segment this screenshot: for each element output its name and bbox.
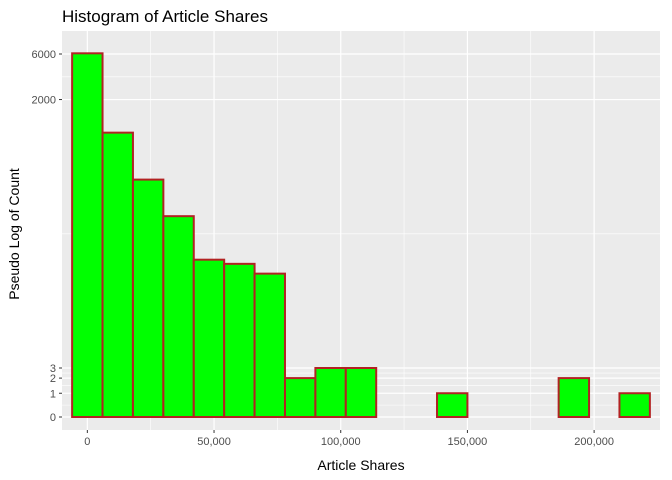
histogram-bar xyxy=(162,215,195,418)
x-tick-label: 150,000 xyxy=(448,436,488,448)
x-axis-ticks: 0 50,000 100,000 150,000 200,000 xyxy=(84,430,614,448)
x-tick-label: 50,000 xyxy=(197,436,231,448)
x-tick-label: 100,000 xyxy=(321,436,361,448)
y-tick-label: 1 xyxy=(50,388,56,400)
y-tick-label: 0 xyxy=(50,412,56,424)
x-axis-title: Article Shares xyxy=(317,457,404,473)
histogram-bar xyxy=(314,367,347,418)
y-axis-title: Pseudo Log of Count xyxy=(6,168,22,300)
histogram-bar xyxy=(223,262,256,418)
histogram-bar xyxy=(344,367,378,418)
histogram-bar xyxy=(253,272,286,418)
x-tick-label: 200,000 xyxy=(574,436,614,448)
histogram-bar xyxy=(557,377,591,419)
y-tick-label: 3 xyxy=(50,363,56,375)
chart-title: Histogram of Article Shares xyxy=(62,7,268,26)
histogram-bar xyxy=(436,392,469,418)
histogram-bars xyxy=(71,52,651,419)
x-tick-label: 0 xyxy=(84,436,90,448)
histogram-bar xyxy=(101,131,134,418)
histogram-bar xyxy=(192,258,226,418)
histogram-bar xyxy=(71,52,104,418)
y-tick-label: 2 xyxy=(50,373,56,385)
histogram-bar xyxy=(618,392,651,418)
y-tick-label: 6000 xyxy=(32,49,56,61)
histogram-bar xyxy=(283,377,317,419)
histogram-bar xyxy=(131,178,165,418)
y-tick-label: 2000 xyxy=(32,95,56,107)
y-axis-ticks: 0 1 23 2000 6000 xyxy=(32,49,62,424)
